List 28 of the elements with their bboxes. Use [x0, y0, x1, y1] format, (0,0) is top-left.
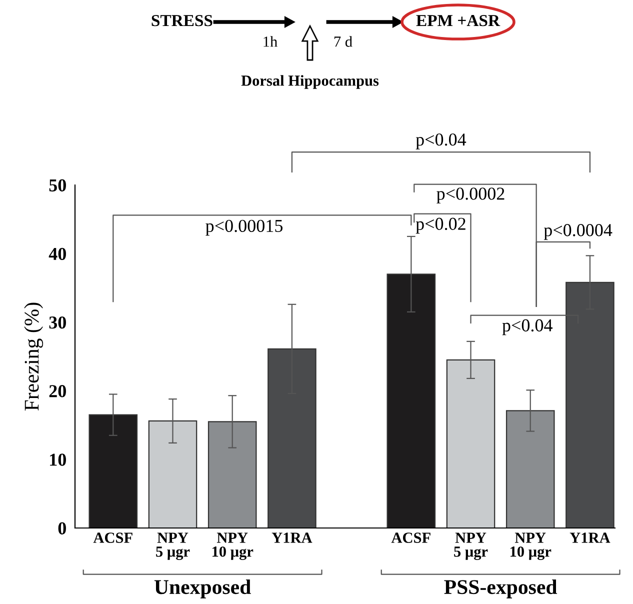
x-tick-label: NPY 10 μgr [510, 532, 552, 560]
text: STRESS [152, 14, 212, 26]
x-tick-label: NPY 5 μgr [454, 532, 488, 560]
annotation: p<0.0004 [544, 224, 612, 240]
y-tick-label: 30 [49, 316, 66, 329]
text: Unexposed [154, 579, 251, 598]
text: EPM +ASR [416, 14, 500, 26]
y-tick-label: 50 [49, 179, 66, 192]
x-tick-label: Y1RA [272, 532, 312, 543]
text: Dorsal Hippocampus [241, 75, 379, 89]
x-tick-label: ACSF [391, 532, 430, 543]
text: 1h [264, 36, 278, 47]
x-tick-label: NPY 5 μgr [156, 532, 190, 560]
x-tick-label: Y1RA [570, 532, 610, 543]
x-tick-label: ACSF [93, 532, 132, 543]
x-tick-label: NPY 10 μgr [212, 532, 254, 560]
annotation: p<0.04 [502, 319, 553, 336]
text: 7 d [334, 36, 352, 47]
text: PSS-exposed [444, 579, 558, 598]
y-tick-label: 20 [49, 385, 66, 398]
annotation: p<0.0002 [436, 188, 504, 204]
y-tick-label: 40 [48, 248, 66, 260]
annotation: p<0.02 [416, 218, 466, 234]
y-axis-title: Freezing (%) [24, 302, 44, 411]
text: p<0.04 [416, 133, 466, 150]
annotation: p<0.00015 [206, 220, 283, 236]
y-tick-label: 0 [58, 522, 66, 534]
y-tick-label: 10 [50, 454, 66, 466]
